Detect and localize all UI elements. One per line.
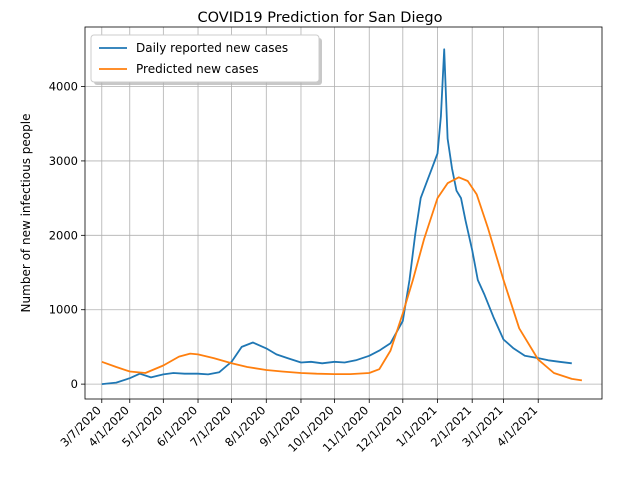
y-tick-label: 3000 <box>49 154 78 168</box>
y-tick-label: 4000 <box>49 80 78 94</box>
y-axis-label: Number of new infectious people <box>19 114 33 313</box>
legend-label-2: Predicted new cases <box>136 62 259 76</box>
legend: Daily reported new cases Predicted new ca… <box>90 34 322 85</box>
y-tick-label: 1000 <box>49 303 78 317</box>
plot-frame <box>84 26 603 400</box>
y-axis: 0 1000 2000 3000 4000 <box>49 80 85 391</box>
legend-label-1: Daily reported new cases <box>136 41 288 55</box>
series-line-2 <box>101 176 583 382</box>
series-line-1 <box>101 48 572 385</box>
y-tick-label: 0 <box>71 377 78 391</box>
y-tick-label: 2000 <box>49 228 78 242</box>
chart-title: COVID19 Prediction for San Diego <box>198 10 443 26</box>
series-layer <box>101 48 583 385</box>
grid <box>85 27 602 399</box>
legend-box <box>90 34 320 83</box>
